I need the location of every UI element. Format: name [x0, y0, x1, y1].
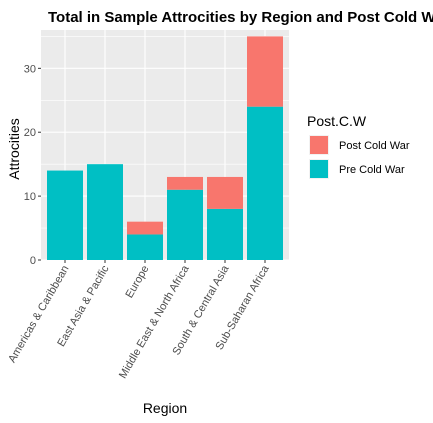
y-tick-label: 20 — [24, 127, 36, 139]
bar-post-cold-war — [207, 176, 243, 209]
bar-pre-cold-war — [87, 164, 123, 260]
x-tick-label: Europe — [123, 264, 151, 301]
legend-label-post-cold-war: Post Cold War — [339, 140, 410, 152]
bar-post-cold-war — [167, 176, 203, 190]
chart-title: Total in Sample Attrocities by Region an… — [48, 9, 433, 26]
bar-post-cold-war — [127, 221, 163, 235]
bar-pre-cold-war — [247, 106, 283, 261]
legend-key-pre-cold-war — [310, 160, 328, 178]
y-tick-label: 0 — [30, 255, 36, 267]
bars-group — [47, 36, 283, 261]
x-axis-title: Region — [143, 400, 187, 416]
bar-pre-cold-war — [207, 208, 243, 260]
y-tick-label: 30 — [24, 63, 36, 75]
y-axis-title: Attrocities — [6, 118, 22, 179]
legend-label-pre-cold-war: Pre Cold War — [339, 164, 405, 176]
y-tick-label: 10 — [24, 191, 36, 203]
x-tick-label: Middle East & North Africa — [117, 263, 192, 381]
legend: Post.C.W Post Cold War Pre Cold War — [307, 113, 410, 179]
bar-pre-cold-war — [167, 189, 203, 260]
legend-key-post-cold-war — [310, 136, 328, 154]
legend-title: Post.C.W — [307, 113, 367, 129]
bar-post-cold-war — [247, 36, 283, 107]
legend-items: Post Cold War Pre Cold War — [309, 135, 410, 179]
bar-pre-cold-war — [127, 234, 163, 260]
bar-pre-cold-war — [47, 170, 83, 260]
x-tick-label: Americas & Caribbean — [6, 264, 71, 365]
